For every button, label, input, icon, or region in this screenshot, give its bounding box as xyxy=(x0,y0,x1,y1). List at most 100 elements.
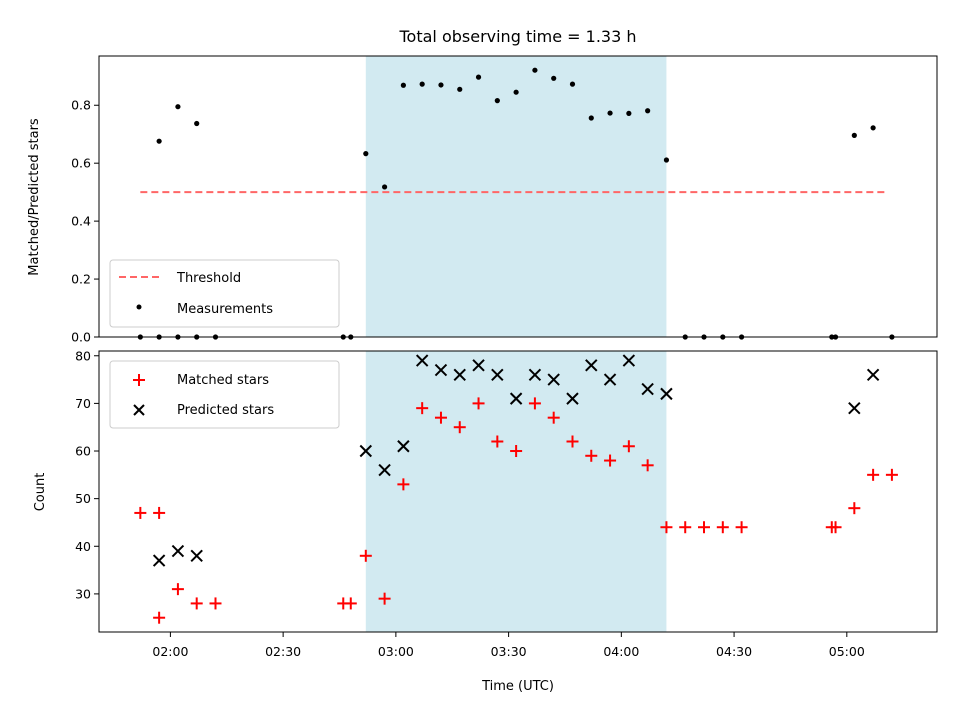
count-legend: Matched stars Predicted stars xyxy=(109,360,340,429)
matched-stars-point xyxy=(472,397,485,410)
matched-stars-point xyxy=(344,597,357,610)
measurement-point xyxy=(475,74,482,80)
x-tick-label: 05:00 xyxy=(829,644,865,659)
measurement-point xyxy=(438,82,444,88)
predicted-stars-point xyxy=(378,463,391,477)
predicted-stars-point xyxy=(603,373,617,386)
matched-stars-point xyxy=(735,521,748,534)
x-tick-label: 02:30 xyxy=(265,644,301,659)
y-tick-label: 40 xyxy=(75,539,91,554)
predicted-stars-point xyxy=(434,363,448,377)
predicted-stars-point xyxy=(641,382,654,396)
matched-stars-point xyxy=(848,502,861,515)
matched-stars-point xyxy=(397,478,410,491)
matched-stars-point xyxy=(660,521,673,534)
matched-stars-point xyxy=(716,521,729,534)
legend-matched-label: Matched stars xyxy=(177,373,269,388)
measurement-point xyxy=(156,138,162,144)
predicted-stars-point xyxy=(566,392,579,405)
predicted-stars-point xyxy=(866,368,880,382)
matched-stars-point xyxy=(153,506,166,519)
predicted-stars-point xyxy=(547,373,560,386)
measurement-point xyxy=(381,184,388,190)
matched-stars-point xyxy=(585,449,598,462)
matched-stars-point xyxy=(453,421,466,434)
matched-stars-point xyxy=(153,611,166,624)
x-tick-label: 03:30 xyxy=(491,644,527,659)
measurement-point xyxy=(569,81,576,87)
predicted-stars-point xyxy=(509,392,523,405)
measurement-point xyxy=(494,98,500,104)
predicted-stars-point xyxy=(528,368,542,382)
ratio-y-axis-label: Matched/Predicted stars xyxy=(27,118,42,276)
measurement-point xyxy=(400,82,406,88)
matched-stars-point xyxy=(604,454,617,467)
matched-stars-point xyxy=(547,411,560,424)
measurement-point xyxy=(551,75,557,81)
y-tick-label: 30 xyxy=(75,586,91,601)
predicted-stars-point xyxy=(397,440,410,453)
measurement-point xyxy=(663,157,670,163)
matched-stars-point xyxy=(698,521,711,534)
count-legend-box xyxy=(109,360,340,429)
predicted-stars-point xyxy=(491,368,504,382)
legend-threshold-label: Threshold xyxy=(176,271,241,286)
matched-stars-point xyxy=(209,597,222,610)
legend-measurements-swatch xyxy=(136,304,142,310)
predicted-stars-point xyxy=(622,354,636,367)
measurement-point xyxy=(607,110,613,116)
predicted-stars-point xyxy=(660,387,673,401)
panel-ratio: 0.00.20.40.60.8 Matched/Predicted stars … xyxy=(27,55,938,345)
y-tick-label: 0.8 xyxy=(71,98,91,113)
y-tick-label: 0.4 xyxy=(71,214,91,229)
y-tick-label: 0.2 xyxy=(71,272,91,287)
predicted-stars-point xyxy=(585,359,598,372)
predicted-stars-point xyxy=(171,544,185,558)
x-tick-label: 03:00 xyxy=(378,644,414,659)
matched-stars-point xyxy=(491,435,504,448)
predicted-stars-point xyxy=(415,354,429,367)
count-plot-frame xyxy=(98,350,938,633)
matched-stars-point xyxy=(190,597,203,610)
measurement-point xyxy=(851,132,857,138)
measurement-point xyxy=(870,125,876,131)
legend-matched-swatch xyxy=(133,374,145,386)
legend-measurements-label: Measurements xyxy=(177,302,273,317)
y-tick-label: 70 xyxy=(75,396,91,411)
measurement-point xyxy=(532,67,538,73)
measurement-point xyxy=(175,104,181,110)
measurement-point xyxy=(363,151,369,157)
matched-stars-point xyxy=(528,397,541,410)
measurement-point xyxy=(194,120,200,127)
matched-stars-point xyxy=(378,592,391,605)
y-tick-label: 50 xyxy=(75,491,91,506)
matched-stars-point xyxy=(416,402,429,415)
matched-stars-point xyxy=(867,468,880,481)
y-tick-label: 0.0 xyxy=(71,330,91,345)
matched-stars-point xyxy=(885,468,898,481)
matched-stars-point xyxy=(434,411,447,424)
ratio-shaded-span xyxy=(365,56,667,337)
measurement-point xyxy=(588,115,594,121)
y-tick-label: 80 xyxy=(75,348,91,363)
measurement-point xyxy=(645,108,651,114)
predicted-stars-point xyxy=(190,549,203,563)
legend-predicted-label: Predicted stars xyxy=(177,403,274,418)
y-tick-label: 0.6 xyxy=(71,156,91,171)
matched-stars-point xyxy=(510,445,523,458)
count-y-axis-label: Count xyxy=(33,473,48,512)
y-tick-label: 60 xyxy=(75,444,91,459)
ratio-legend: Threshold Measurements xyxy=(109,259,340,328)
chart-title: Total observing time = 1.33 h xyxy=(398,27,636,46)
legend-predicted-swatch xyxy=(133,404,145,416)
panel-count: 30 40 50 60 70 80 Count 02:00 02:30 03:00 03:30 0… xyxy=(33,348,938,694)
x-axis-label: Time (UTC) xyxy=(481,679,554,694)
matched-stars-point xyxy=(679,521,692,534)
matched-stars-point xyxy=(359,549,372,562)
count-shaded-span xyxy=(365,351,667,632)
measurement-point xyxy=(419,81,425,87)
matched-stars-point xyxy=(641,459,654,472)
predicted-stars-point xyxy=(453,368,466,382)
matched-stars-point xyxy=(134,506,147,519)
